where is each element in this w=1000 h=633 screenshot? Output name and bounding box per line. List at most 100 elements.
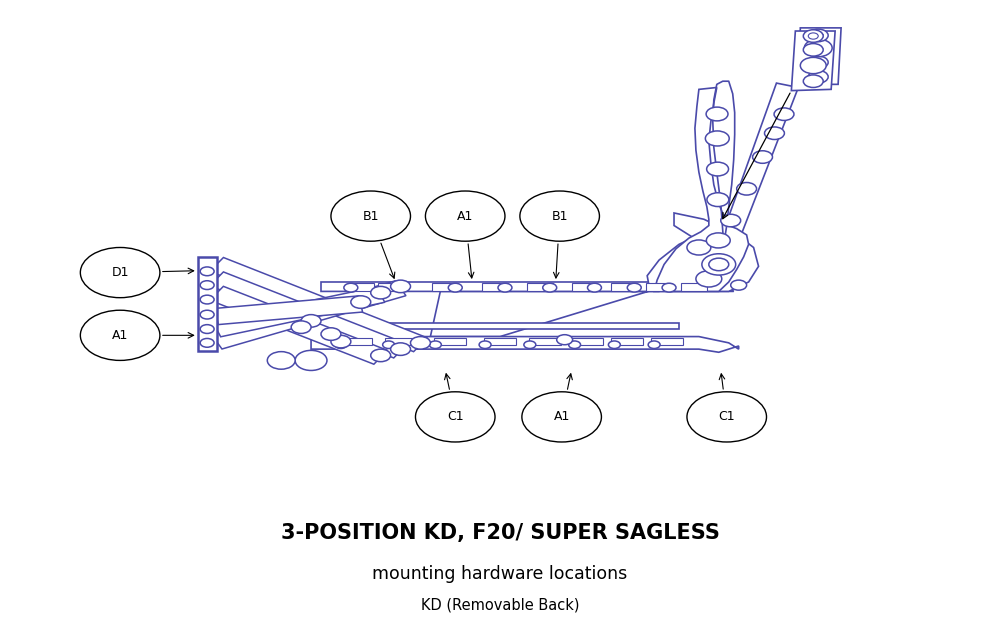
Circle shape bbox=[709, 258, 729, 271]
Polygon shape bbox=[646, 282, 672, 291]
Circle shape bbox=[301, 315, 321, 327]
Circle shape bbox=[808, 56, 828, 68]
Circle shape bbox=[200, 310, 214, 319]
Polygon shape bbox=[527, 282, 553, 291]
Polygon shape bbox=[611, 338, 643, 346]
Circle shape bbox=[765, 127, 784, 139]
Circle shape bbox=[394, 283, 408, 292]
Circle shape bbox=[808, 29, 828, 42]
Circle shape bbox=[331, 191, 411, 241]
Polygon shape bbox=[385, 338, 416, 346]
Text: C1: C1 bbox=[447, 410, 464, 423]
Circle shape bbox=[687, 240, 711, 255]
Circle shape bbox=[557, 335, 573, 345]
Circle shape bbox=[608, 341, 620, 349]
Circle shape bbox=[808, 33, 818, 39]
Circle shape bbox=[808, 70, 828, 83]
Circle shape bbox=[351, 296, 371, 308]
Circle shape bbox=[448, 283, 462, 292]
Circle shape bbox=[200, 339, 214, 348]
Polygon shape bbox=[311, 337, 739, 352]
Circle shape bbox=[707, 192, 729, 206]
Circle shape bbox=[731, 280, 747, 290]
Circle shape bbox=[705, 131, 729, 146]
Circle shape bbox=[335, 341, 347, 349]
Polygon shape bbox=[198, 257, 217, 351]
Circle shape bbox=[200, 267, 214, 276]
Circle shape bbox=[425, 191, 505, 241]
Circle shape bbox=[200, 281, 214, 289]
Polygon shape bbox=[681, 282, 707, 291]
Circle shape bbox=[648, 341, 660, 349]
Polygon shape bbox=[434, 338, 466, 346]
Polygon shape bbox=[484, 338, 516, 346]
Polygon shape bbox=[210, 272, 407, 358]
Text: A1: A1 bbox=[553, 410, 570, 423]
Circle shape bbox=[415, 392, 495, 442]
Polygon shape bbox=[351, 323, 679, 329]
Circle shape bbox=[627, 283, 641, 292]
Polygon shape bbox=[340, 338, 372, 346]
Circle shape bbox=[737, 182, 757, 195]
Circle shape bbox=[706, 107, 728, 121]
Circle shape bbox=[569, 341, 581, 349]
Text: D1: D1 bbox=[111, 266, 129, 279]
Circle shape bbox=[391, 280, 411, 292]
Circle shape bbox=[200, 295, 214, 304]
Polygon shape bbox=[210, 286, 387, 364]
Text: C1: C1 bbox=[718, 410, 735, 423]
Circle shape bbox=[371, 349, 391, 361]
Text: A1: A1 bbox=[112, 329, 128, 342]
Circle shape bbox=[524, 341, 536, 349]
Text: mounting hardware locations: mounting hardware locations bbox=[372, 565, 628, 583]
Circle shape bbox=[479, 341, 491, 349]
Circle shape bbox=[200, 325, 214, 334]
Polygon shape bbox=[572, 282, 597, 291]
Circle shape bbox=[391, 343, 411, 355]
Circle shape bbox=[371, 286, 391, 299]
Circle shape bbox=[344, 283, 358, 292]
Circle shape bbox=[295, 351, 327, 370]
Polygon shape bbox=[211, 281, 406, 349]
Polygon shape bbox=[647, 232, 759, 291]
Circle shape bbox=[662, 283, 676, 292]
Circle shape bbox=[753, 151, 772, 163]
Text: 3-POSITION KD, F20/ SUPER SAGLESS: 3-POSITION KD, F20/ SUPER SAGLESS bbox=[281, 523, 719, 543]
Polygon shape bbox=[529, 338, 561, 346]
Text: A1: A1 bbox=[457, 210, 473, 223]
Circle shape bbox=[383, 341, 395, 349]
Circle shape bbox=[803, 75, 823, 87]
Circle shape bbox=[687, 392, 767, 442]
Circle shape bbox=[813, 32, 823, 39]
Polygon shape bbox=[212, 287, 385, 337]
Circle shape bbox=[291, 321, 311, 334]
Polygon shape bbox=[791, 31, 835, 91]
Circle shape bbox=[80, 310, 160, 360]
Circle shape bbox=[702, 254, 736, 275]
Circle shape bbox=[721, 214, 741, 227]
Circle shape bbox=[331, 335, 351, 348]
Circle shape bbox=[804, 39, 832, 57]
Polygon shape bbox=[611, 282, 637, 291]
Polygon shape bbox=[215, 296, 363, 325]
Circle shape bbox=[706, 233, 730, 248]
Circle shape bbox=[803, 44, 823, 56]
Text: B1: B1 bbox=[362, 210, 379, 223]
Circle shape bbox=[80, 248, 160, 298]
Polygon shape bbox=[572, 338, 603, 346]
Text: KD (Removable Back): KD (Removable Back) bbox=[421, 598, 579, 613]
Circle shape bbox=[803, 30, 823, 42]
Circle shape bbox=[543, 283, 557, 292]
Circle shape bbox=[588, 283, 601, 292]
Circle shape bbox=[498, 283, 512, 292]
Polygon shape bbox=[654, 87, 749, 291]
Circle shape bbox=[696, 271, 722, 287]
Text: B1: B1 bbox=[551, 210, 568, 223]
Circle shape bbox=[774, 108, 794, 120]
Polygon shape bbox=[378, 282, 404, 291]
Polygon shape bbox=[719, 83, 798, 244]
Polygon shape bbox=[798, 28, 841, 84]
Circle shape bbox=[800, 58, 826, 73]
Circle shape bbox=[520, 191, 599, 241]
Polygon shape bbox=[430, 279, 679, 337]
